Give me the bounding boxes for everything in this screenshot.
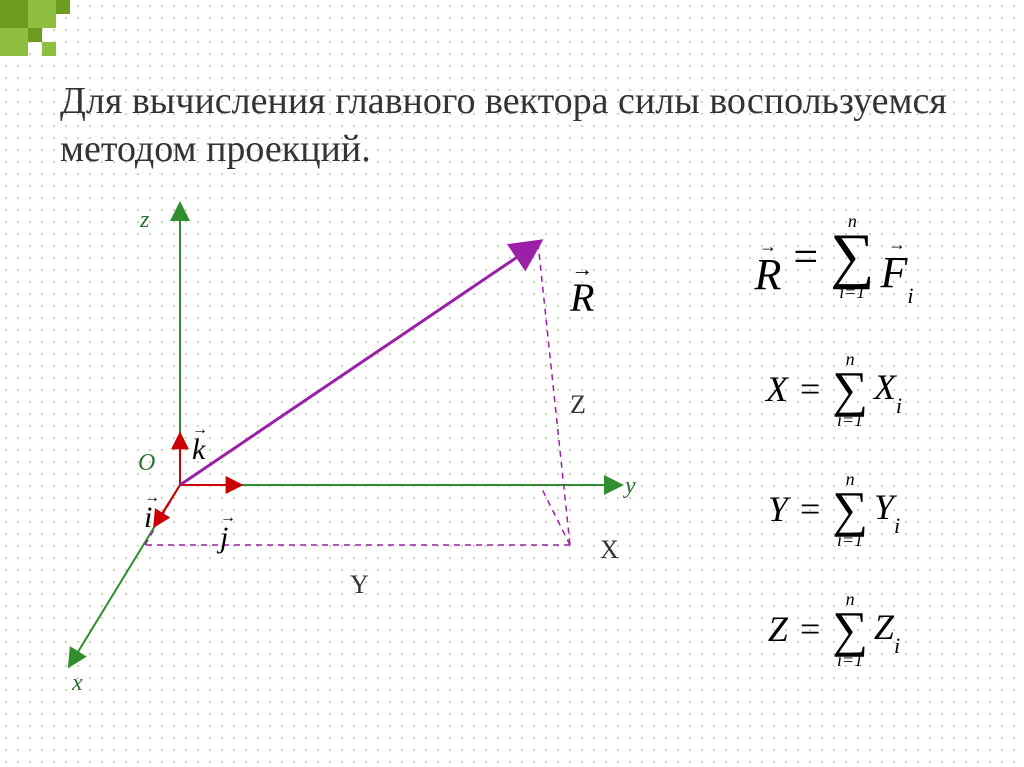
equation-row-1: X = n∑i=1Xi [684, 350, 984, 429]
unit-vector-j-label: →j [220, 515, 236, 555]
projection-label-y: Y [350, 570, 369, 600]
axis-label-y: y [625, 473, 636, 500]
eq-lhs: Z [768, 608, 788, 650]
unit-i-text: i [144, 501, 152, 534]
axis-label-z: z [140, 207, 149, 234]
equations-panel: →R=n∑i=1→FiX=n∑i=1XiY=n∑i=1YiZ=n∑i=1Zi [684, 210, 984, 730]
resultant-label: →R [570, 265, 594, 321]
eq-rhs: →Fi [880, 210, 913, 303]
sigma-icon: n∑i=1 [832, 350, 868, 429]
eq-rhs: Yi [874, 486, 900, 533]
projection-label-z: Z [570, 390, 586, 420]
unit-vector-k-label: →k [192, 427, 208, 467]
equals-sign: = [793, 231, 818, 282]
unit-j-text: j [220, 521, 228, 554]
unit-k-text: k [192, 433, 205, 466]
equals-sign: = [800, 368, 820, 410]
resultant-text: R [570, 275, 594, 320]
equation-row-0: →R= n∑i=1→Fi [684, 210, 984, 303]
origin-label: O [138, 450, 155, 477]
sigma-icon: n∑i=1 [832, 590, 868, 669]
slide-title: Для вычисления главного вектора силы вос… [60, 78, 960, 173]
equation-row-3: Z = n∑i=1Zi [684, 590, 984, 669]
eq-rhs: Zi [874, 606, 900, 653]
corner-decoration [0, 0, 120, 60]
equation-row-2: Y = n∑i=1Yi [684, 470, 984, 549]
axis-label-x: x [72, 670, 83, 697]
eq-lhs: X [766, 368, 788, 410]
eq-lhs: →R [755, 212, 782, 300]
eq-rhs: Xi [874, 366, 902, 413]
projection-label-x: X [600, 535, 619, 565]
equals-sign: = [800, 608, 820, 650]
sigma-icon: n∑i=1 [832, 470, 868, 549]
equals-sign: = [800, 488, 820, 530]
sigma-icon: n∑i=1 [830, 212, 874, 301]
vector-diagram: z y x O →k →j →i →R Z X Y [60, 195, 660, 695]
unit-vector-i-label: →i [144, 495, 160, 535]
eq-lhs: Y [768, 488, 788, 530]
